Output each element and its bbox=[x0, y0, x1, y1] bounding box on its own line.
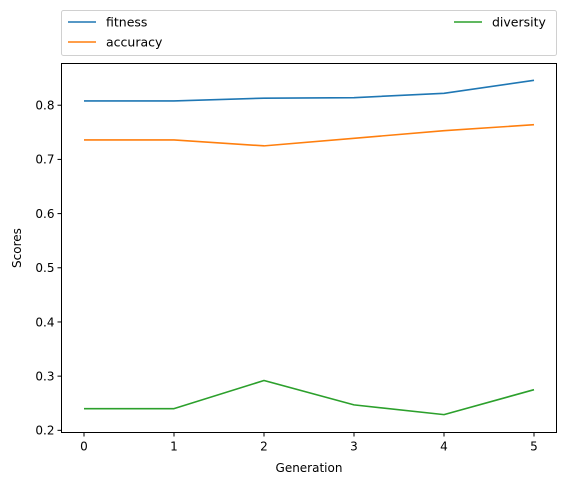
series-layer bbox=[84, 79, 535, 416]
x-axis: 0 1 2 3 4 5 bbox=[80, 432, 538, 454]
y-tick-label: 0.7 bbox=[35, 153, 54, 167]
series-line-diversity bbox=[84, 379, 535, 416]
legend-label-diversity: diversity bbox=[492, 15, 547, 30]
x-tick-label: 1 bbox=[170, 440, 178, 454]
y-tick-label: 0.8 bbox=[35, 99, 54, 113]
plot-area bbox=[61, 63, 557, 433]
legend: fitness accuracy diversity bbox=[61, 10, 557, 56]
x-tick-label: 3 bbox=[350, 440, 358, 454]
x-tick-label: 2 bbox=[260, 440, 268, 454]
series-line-fitness bbox=[84, 79, 535, 102]
y-tick-label: 0.5 bbox=[35, 261, 54, 275]
x-tick-label: 5 bbox=[530, 440, 538, 454]
legend-frame bbox=[61, 10, 557, 56]
y-axis: 0.2 0.3 0.4 0.5 0.6 0.7 0.8 bbox=[35, 99, 62, 438]
x-tick-label: 4 bbox=[440, 440, 448, 454]
legend-label-accuracy: accuracy bbox=[106, 35, 163, 50]
y-tick-label: 0.6 bbox=[35, 207, 54, 221]
legend-label-fitness: fitness bbox=[106, 15, 147, 30]
y-axis-title: Scores bbox=[10, 228, 24, 268]
x-tick-label: 0 bbox=[80, 440, 88, 454]
y-tick-label: 0.2 bbox=[35, 424, 54, 438]
x-axis-title: Generation bbox=[276, 461, 343, 475]
y-tick-label: 0.3 bbox=[35, 369, 54, 383]
y-tick-label: 0.4 bbox=[35, 315, 54, 329]
series-line-accuracy bbox=[84, 123, 535, 147]
axes-frame bbox=[61, 63, 557, 433]
